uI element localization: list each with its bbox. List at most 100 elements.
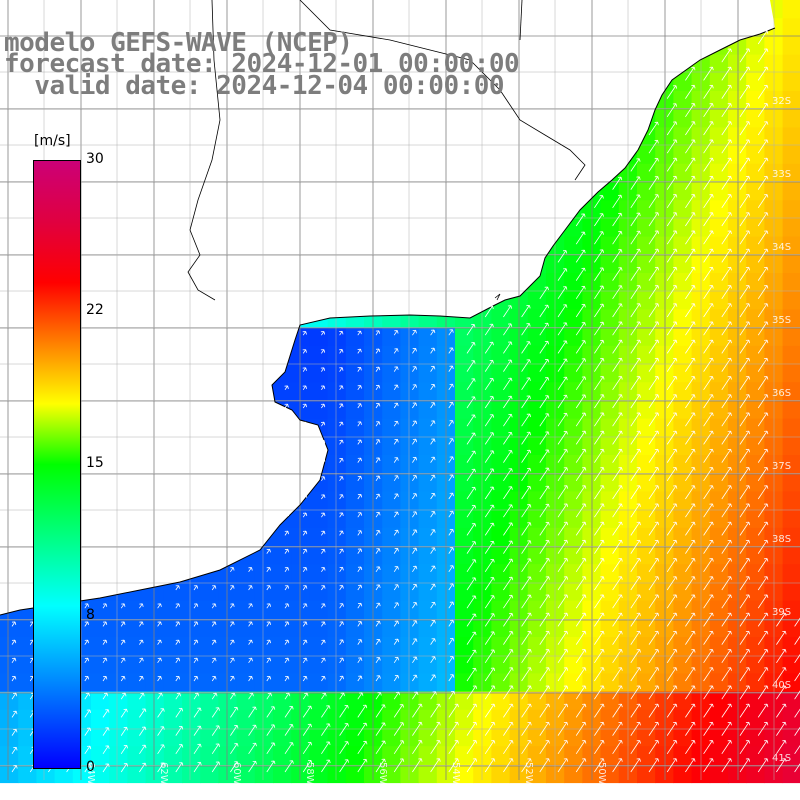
wind-arrow: [466, 559, 477, 573]
wind-arrow: [630, 539, 641, 554]
wind-arrow: [666, 157, 678, 172]
wind-arrow: [211, 725, 220, 736]
wind-arrow: [703, 376, 714, 391]
wind-arrow: [776, 649, 787, 664]
wind-arrow: [630, 649, 641, 664]
wind-cell: [782, 728, 800, 747]
wind-arrow: [703, 194, 714, 209]
wind-arrow: [630, 176, 641, 190]
wind-cell: [309, 582, 329, 602]
wind-cell: [709, 491, 729, 511]
wind-arrow: [375, 348, 381, 354]
wind-arrow: [302, 741, 313, 755]
wind-arrow: [393, 722, 405, 736]
lon-label: 54W: [450, 762, 461, 785]
wind-cell: [782, 54, 800, 74]
wind-arrow: [739, 630, 751, 645]
border-line: [187, 0, 221, 301]
wind-cell: [491, 655, 511, 674]
wind-arrow: [648, 521, 660, 536]
wind-arrow: [612, 212, 623, 227]
wind-arrow: [484, 359, 494, 372]
wind-arrow: [84, 621, 89, 627]
wind-arrow: [466, 378, 476, 391]
wind-cell: [600, 728, 620, 747]
wind-cell: [91, 637, 110, 656]
wind-arrow: [84, 692, 90, 700]
wind-cell: [291, 655, 310, 674]
wind-arrow: [339, 439, 344, 445]
wind-arrow: [703, 558, 714, 573]
wind-cell: [109, 655, 128, 674]
wind-cell: [746, 764, 765, 784]
wind-arrow: [503, 432, 513, 445]
wind-arrow: [666, 285, 678, 300]
wind-arrow: [539, 286, 549, 300]
wind-arrow: [430, 329, 436, 336]
wind-arrow: [739, 84, 751, 99]
wind-arrow: [521, 740, 532, 755]
wind-arrow: [630, 212, 641, 227]
wind-arrow: [484, 577, 495, 591]
wind-arrow: [84, 603, 89, 609]
wind-cell: [746, 673, 765, 693]
wind-arrow: [757, 630, 769, 645]
wind-cell: [655, 309, 674, 329]
wind-cell: [709, 345, 729, 365]
wind-arrow: [612, 612, 623, 627]
wind-arrow: [302, 331, 307, 336]
wind-cell: [673, 546, 693, 565]
wind-arrow: [339, 759, 349, 773]
wind-arrow: [430, 347, 436, 354]
wind-arrow: [757, 558, 769, 573]
wind-arrow: [266, 706, 276, 718]
wind-cell: [709, 564, 729, 583]
wind-arrow: [448, 347, 454, 354]
wind-arrow: [703, 212, 714, 227]
wind-arrow: [685, 266, 696, 281]
wind-cell: [473, 382, 492, 401]
wind-cell: [637, 364, 656, 383]
wind-cell: [309, 345, 329, 365]
wind-cell: [345, 546, 365, 565]
wind-arrow: [685, 376, 696, 391]
wind-arrow: [666, 121, 678, 136]
wind-cell: [182, 691, 201, 711]
wind-arrow: [375, 722, 386, 736]
wind-arrow: [412, 691, 419, 700]
wind-cell: [782, 746, 800, 765]
wind-cell: [637, 254, 656, 274]
wind-arrow: [757, 430, 769, 445]
wind-arrow: [321, 494, 326, 500]
wind-arrow: [721, 703, 732, 718]
wind-arrow: [175, 603, 180, 609]
wind-cell: [637, 637, 656, 656]
wind-arrow: [484, 613, 495, 627]
wind-cell: [709, 418, 729, 438]
wind-cell: [782, 182, 800, 201]
wind-cell: [655, 455, 674, 474]
wind-cell: [709, 273, 729, 292]
wind-cell: [382, 382, 401, 401]
wind-cell: [309, 600, 329, 620]
wind-cell: [637, 564, 656, 583]
wind-cell: [473, 345, 492, 365]
wind-arrow: [503, 594, 514, 609]
wind-arrow: [503, 323, 513, 336]
wind-arrow: [685, 467, 696, 482]
wind-cell: [782, 364, 800, 383]
wind-arrow: [284, 385, 289, 391]
wind-arrow: [739, 285, 751, 300]
wind-arrow: [557, 594, 569, 609]
wind-arrow: [393, 620, 399, 627]
wind-arrow: [157, 676, 162, 682]
wind-arrow: [284, 742, 294, 755]
wind-arrow: [666, 394, 678, 409]
coastline: [0, 0, 776, 616]
wind-arrow: [666, 467, 678, 482]
wind-arrow: [703, 285, 714, 300]
wind-cell: [655, 400, 674, 420]
wind-cell: [655, 673, 674, 693]
wind-cell: [345, 436, 365, 456]
wind-arrow: [666, 85, 678, 99]
